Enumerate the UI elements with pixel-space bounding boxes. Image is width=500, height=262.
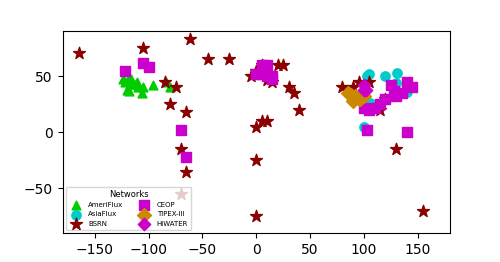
BSRN xyxy=(419,209,427,213)
AmeriFlux xyxy=(124,78,132,82)
CEOP xyxy=(144,65,152,69)
AmeriFlux xyxy=(134,85,142,90)
BSRN xyxy=(252,69,260,73)
TIPEX-III xyxy=(349,99,357,103)
BSRN xyxy=(279,63,287,67)
BSRN xyxy=(290,91,298,95)
CEOP xyxy=(252,72,260,76)
BSRN xyxy=(258,63,266,67)
AsiaFlux xyxy=(382,74,390,78)
AsiaFlux xyxy=(403,90,411,94)
AsiaFlux xyxy=(360,125,368,129)
AsiaFlux xyxy=(394,71,402,75)
AmeriFlux xyxy=(123,88,131,92)
CEOP xyxy=(258,63,266,67)
CEOP xyxy=(408,85,416,90)
AmeriFlux xyxy=(119,77,127,81)
BSRN xyxy=(166,102,174,106)
BSRN xyxy=(258,119,266,123)
BSRN xyxy=(226,57,234,62)
AmeriFlux xyxy=(139,85,147,90)
AsiaFlux xyxy=(363,74,371,78)
BSRN xyxy=(268,80,276,84)
AmeriFlux xyxy=(133,80,141,84)
AsiaFlux xyxy=(366,101,374,105)
BSRN xyxy=(392,147,400,151)
AmeriFlux xyxy=(149,83,157,87)
CEOP xyxy=(360,106,368,110)
AmeriFlux xyxy=(126,82,134,86)
CEOP xyxy=(263,63,271,67)
BSRN xyxy=(349,85,357,90)
AsiaFlux xyxy=(392,81,400,85)
BSRN xyxy=(263,119,271,123)
BSRN xyxy=(161,80,169,84)
TIPEX-III xyxy=(360,94,368,99)
BSRN xyxy=(247,74,255,78)
CEOP xyxy=(403,130,411,134)
CEOP xyxy=(382,97,390,101)
CEOP xyxy=(139,61,147,65)
TIPEX-III xyxy=(356,97,364,101)
BSRN xyxy=(172,85,179,90)
CEOP xyxy=(390,89,398,93)
CEOP xyxy=(182,155,190,159)
AsiaFlux xyxy=(390,83,398,87)
AmeriFlux xyxy=(138,91,146,95)
BSRN xyxy=(284,85,292,90)
AsiaFlux xyxy=(363,128,371,132)
CEOP xyxy=(398,91,406,95)
CEOP xyxy=(268,77,276,81)
BSRN xyxy=(366,80,374,84)
BSRN xyxy=(139,46,147,50)
BSRN xyxy=(263,78,271,82)
AmeriFlux xyxy=(125,89,133,93)
CEOP xyxy=(177,128,185,132)
TIPEX-III xyxy=(344,91,351,95)
BSRN xyxy=(354,80,362,84)
BSRN xyxy=(274,63,282,67)
BSRN xyxy=(182,170,190,174)
BSRN xyxy=(382,97,390,101)
CEOP xyxy=(403,80,411,84)
CEOP xyxy=(363,128,371,132)
BSRN xyxy=(338,85,346,90)
BSRN xyxy=(204,57,212,62)
Legend: AmeriFlux, AsiaFlux, BSRN, CEOP, TIPEX-III, HiWATER: AmeriFlux, AsiaFlux, BSRN, CEOP, TIPEX-I… xyxy=(66,187,191,230)
HiWATER xyxy=(360,83,368,87)
AsiaFlux xyxy=(362,102,370,106)
BSRN xyxy=(74,51,82,55)
AsiaFlux xyxy=(366,72,374,76)
AmeriFlux xyxy=(121,80,129,84)
CEOP xyxy=(387,83,395,87)
CEOP xyxy=(263,74,271,78)
CEOP xyxy=(258,72,266,76)
BSRN xyxy=(296,108,304,112)
AmeriFlux xyxy=(128,77,136,81)
BSRN xyxy=(376,108,384,112)
BSRN xyxy=(252,125,260,129)
TIPEX-III xyxy=(352,94,360,99)
BSRN xyxy=(252,214,260,219)
CEOP xyxy=(370,106,378,110)
AmeriFlux xyxy=(162,80,170,84)
BSRN xyxy=(252,158,260,162)
CEOP xyxy=(392,94,400,99)
TIPEX-III xyxy=(347,93,355,97)
BSRN xyxy=(182,110,190,114)
CEOP xyxy=(121,69,129,73)
HiWATER xyxy=(360,88,368,92)
BSRN xyxy=(186,37,194,41)
AmeriFlux xyxy=(128,82,136,86)
BSRN xyxy=(177,192,185,196)
HiWATER xyxy=(362,88,370,92)
CEOP xyxy=(376,102,384,106)
CEOP xyxy=(268,74,276,78)
BSRN xyxy=(177,147,185,151)
AmeriFlux xyxy=(166,85,174,90)
TIPEX-III xyxy=(354,97,362,101)
AmeriFlux xyxy=(132,82,140,86)
CEOP xyxy=(366,108,374,112)
AsiaFlux xyxy=(398,91,406,95)
